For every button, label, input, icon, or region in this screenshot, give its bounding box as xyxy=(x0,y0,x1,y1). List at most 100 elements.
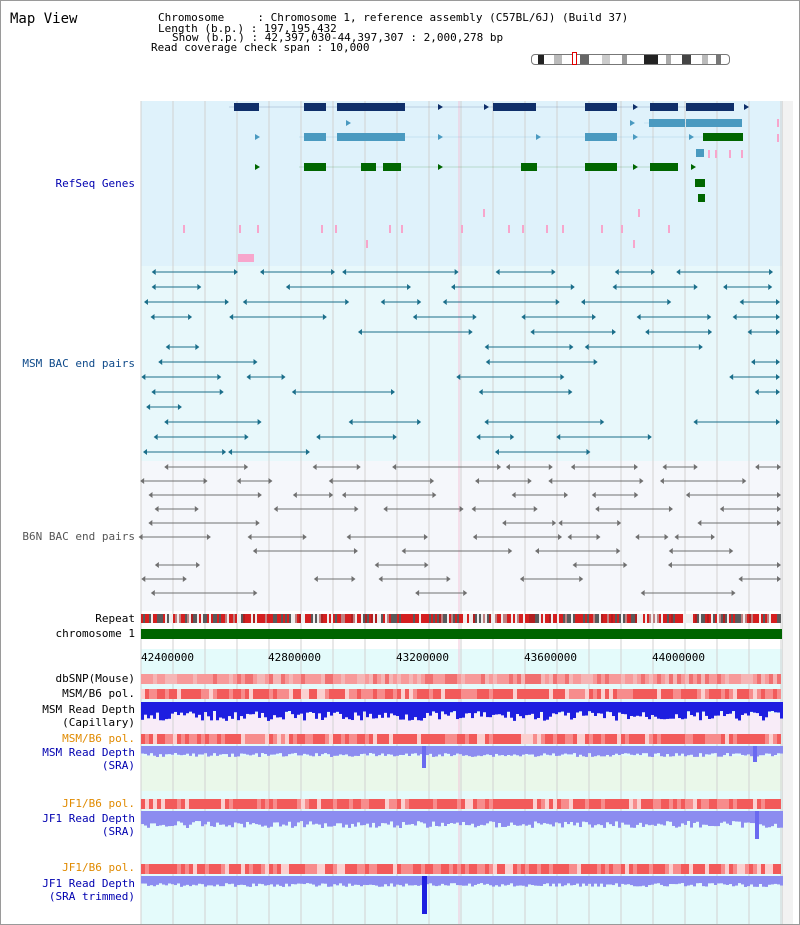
gene-mark xyxy=(708,150,710,158)
repeat-block xyxy=(201,614,203,623)
gene-strand-arrow xyxy=(689,134,694,140)
jf1-trim-depth-bar xyxy=(780,876,783,886)
jf1-b6-pol-cell xyxy=(629,799,633,809)
msm-bac-pair-end xyxy=(485,359,490,365)
scroll-rail[interactable] xyxy=(782,101,793,924)
jf1-trim-depth-bar xyxy=(621,876,624,884)
repeat-block xyxy=(685,614,687,623)
msm-sra-depth-bar xyxy=(624,746,627,754)
msm-b6-pol-2-cell xyxy=(773,734,777,744)
msm-sra-depth-bar xyxy=(765,746,768,754)
chromosome-track-label[interactable]: chromosome 1 xyxy=(55,627,135,640)
msm-sra-depth-bar xyxy=(570,746,573,755)
repeat-block xyxy=(331,614,333,623)
msm-capillary-depth-bar xyxy=(237,702,240,721)
msm-depth-sra-label[interactable]: MSM Read Depth xyxy=(42,746,135,759)
jf1-b6-pol-2-cell xyxy=(165,864,169,874)
msm-b6-pol-2-cell xyxy=(477,734,481,744)
msm-b6-pol-2-cell xyxy=(465,734,469,744)
msm-b6-pol-2-cell xyxy=(369,734,373,744)
repeat-block xyxy=(275,614,277,623)
jf1-sra-depth-bar xyxy=(261,811,264,827)
msm-b6-pol-cell xyxy=(581,689,585,699)
msm-b6-pol-cell xyxy=(765,689,769,699)
msm-bac-label[interactable]: MSM BAC end pairs xyxy=(22,357,135,370)
jf1-trim-depth-bar xyxy=(468,876,471,884)
repeat-block xyxy=(753,614,755,623)
jf1-b6-pol-2-cell xyxy=(233,864,237,874)
msm-b6-pol-cell xyxy=(713,689,717,699)
jf1-trim-depth-bar xyxy=(768,876,771,885)
repeat-block xyxy=(751,614,753,623)
dbsnp-heat-cell xyxy=(677,674,681,684)
jf1-sra-depth-bar xyxy=(603,811,606,828)
msm-capillary-depth-bar xyxy=(777,702,780,713)
msm-b6-pol-label-2[interactable]: MSM/B6 pol. xyxy=(62,732,135,745)
dbsnp-heat-cell xyxy=(673,674,677,684)
msm-b6-pol-label[interactable]: MSM/B6 pol. xyxy=(62,687,135,700)
b6n-bac-pair-end xyxy=(164,464,169,470)
jf1-b6-pol-cell xyxy=(205,799,209,809)
jf1-trim-depth-bar xyxy=(615,876,618,884)
jf1-b6-pol-cell xyxy=(709,799,713,809)
repeat-block xyxy=(631,614,633,623)
jf1-sra-depth-bar xyxy=(360,811,363,826)
jf1-sra-depth-bar xyxy=(582,811,585,822)
dbsnp-heat-cell xyxy=(441,674,445,684)
msm-b6-pol-2-cell xyxy=(637,734,641,744)
msm-b6-pol-cell xyxy=(325,689,329,699)
jf1-b6-pol-2-cell xyxy=(457,864,461,874)
jf1-sra-depth-bar xyxy=(495,811,498,828)
msm-b6-pol-2-cell xyxy=(677,734,681,744)
msm-bac-pair-end xyxy=(146,404,151,410)
msm-sra-depth-bar xyxy=(225,746,228,755)
msm-b6-pol-cell xyxy=(393,689,397,699)
jf1-trim-depth-bar xyxy=(606,876,609,885)
jf1-b6-pol-cell xyxy=(293,799,297,809)
msm-capillary-depth-bar xyxy=(213,702,216,712)
msm-bac-pair-end xyxy=(693,284,698,290)
dbsnp-label[interactable]: dbSNP(Mouse) xyxy=(55,672,135,685)
msm-sra-depth-bar xyxy=(678,746,681,756)
msm-b6-pol-2-cell xyxy=(561,734,565,744)
jf1-depth-trim-label[interactable]: JF1 Read Depth xyxy=(42,877,135,890)
msm-bac-pair-end xyxy=(224,299,229,305)
msm-capillary-depth-bar xyxy=(735,702,738,719)
msm-capillary-depth-bar xyxy=(381,702,384,718)
b6n-bac-label[interactable]: B6N BAC end pairs xyxy=(22,530,135,543)
msm-b6-pol-cell xyxy=(421,689,425,699)
jf1-b6-pol-2-cell xyxy=(349,864,353,874)
jf1-trim-depth-bar xyxy=(456,876,459,886)
msm-b6-pol-2-cell xyxy=(445,734,449,744)
msm-capillary-depth-bar xyxy=(492,702,495,715)
jf1-sra-depth-bar xyxy=(420,811,423,823)
msm-bac-pair-end xyxy=(747,329,752,335)
repeat-block xyxy=(599,614,601,623)
msm-b6-pol-2-cell xyxy=(605,734,609,744)
repeat-label[interactable]: Repeat xyxy=(95,612,135,625)
jf1-b6-pol-2-cell xyxy=(633,864,637,874)
msm-b6-pol-cell xyxy=(653,689,657,699)
jf1-sra-depth-bar xyxy=(459,811,462,826)
dbsnp-heat-cell xyxy=(669,674,673,684)
jf1-b6-pol-2-cell xyxy=(617,864,621,874)
repeat-block xyxy=(265,614,267,623)
jf1-trim-depth-bar xyxy=(207,876,210,886)
dbsnp-heat-cell xyxy=(389,674,393,684)
dbsnp-heat-cell xyxy=(433,674,437,684)
msm-b6-pol-cell xyxy=(681,689,685,699)
jf1-b6-pol-2-cell xyxy=(421,864,425,874)
chromosome-ideogram[interactable] xyxy=(531,54,730,65)
b6n-bac-pair-end xyxy=(150,590,155,596)
jf1-depth-sra-label[interactable]: JF1 Read Depth xyxy=(42,812,135,825)
jf1-b6-pol-label[interactable]: JF1/B6 pol. xyxy=(62,797,135,810)
jf1-b6-pol-2-cell xyxy=(721,864,725,874)
jf1-b6-pol-2-cell xyxy=(501,864,505,874)
msm-sra-depth-bar xyxy=(504,746,507,757)
msm-depth-capillary-label[interactable]: MSM Read Depth xyxy=(42,703,135,716)
msm-bac-pair-end xyxy=(754,389,759,395)
refseq-genes-label[interactable]: RefSeq Genes xyxy=(55,177,135,190)
dbsnp-heat-cell xyxy=(337,674,341,684)
jf1-b6-pol-label-2[interactable]: JF1/B6 pol. xyxy=(62,861,135,874)
